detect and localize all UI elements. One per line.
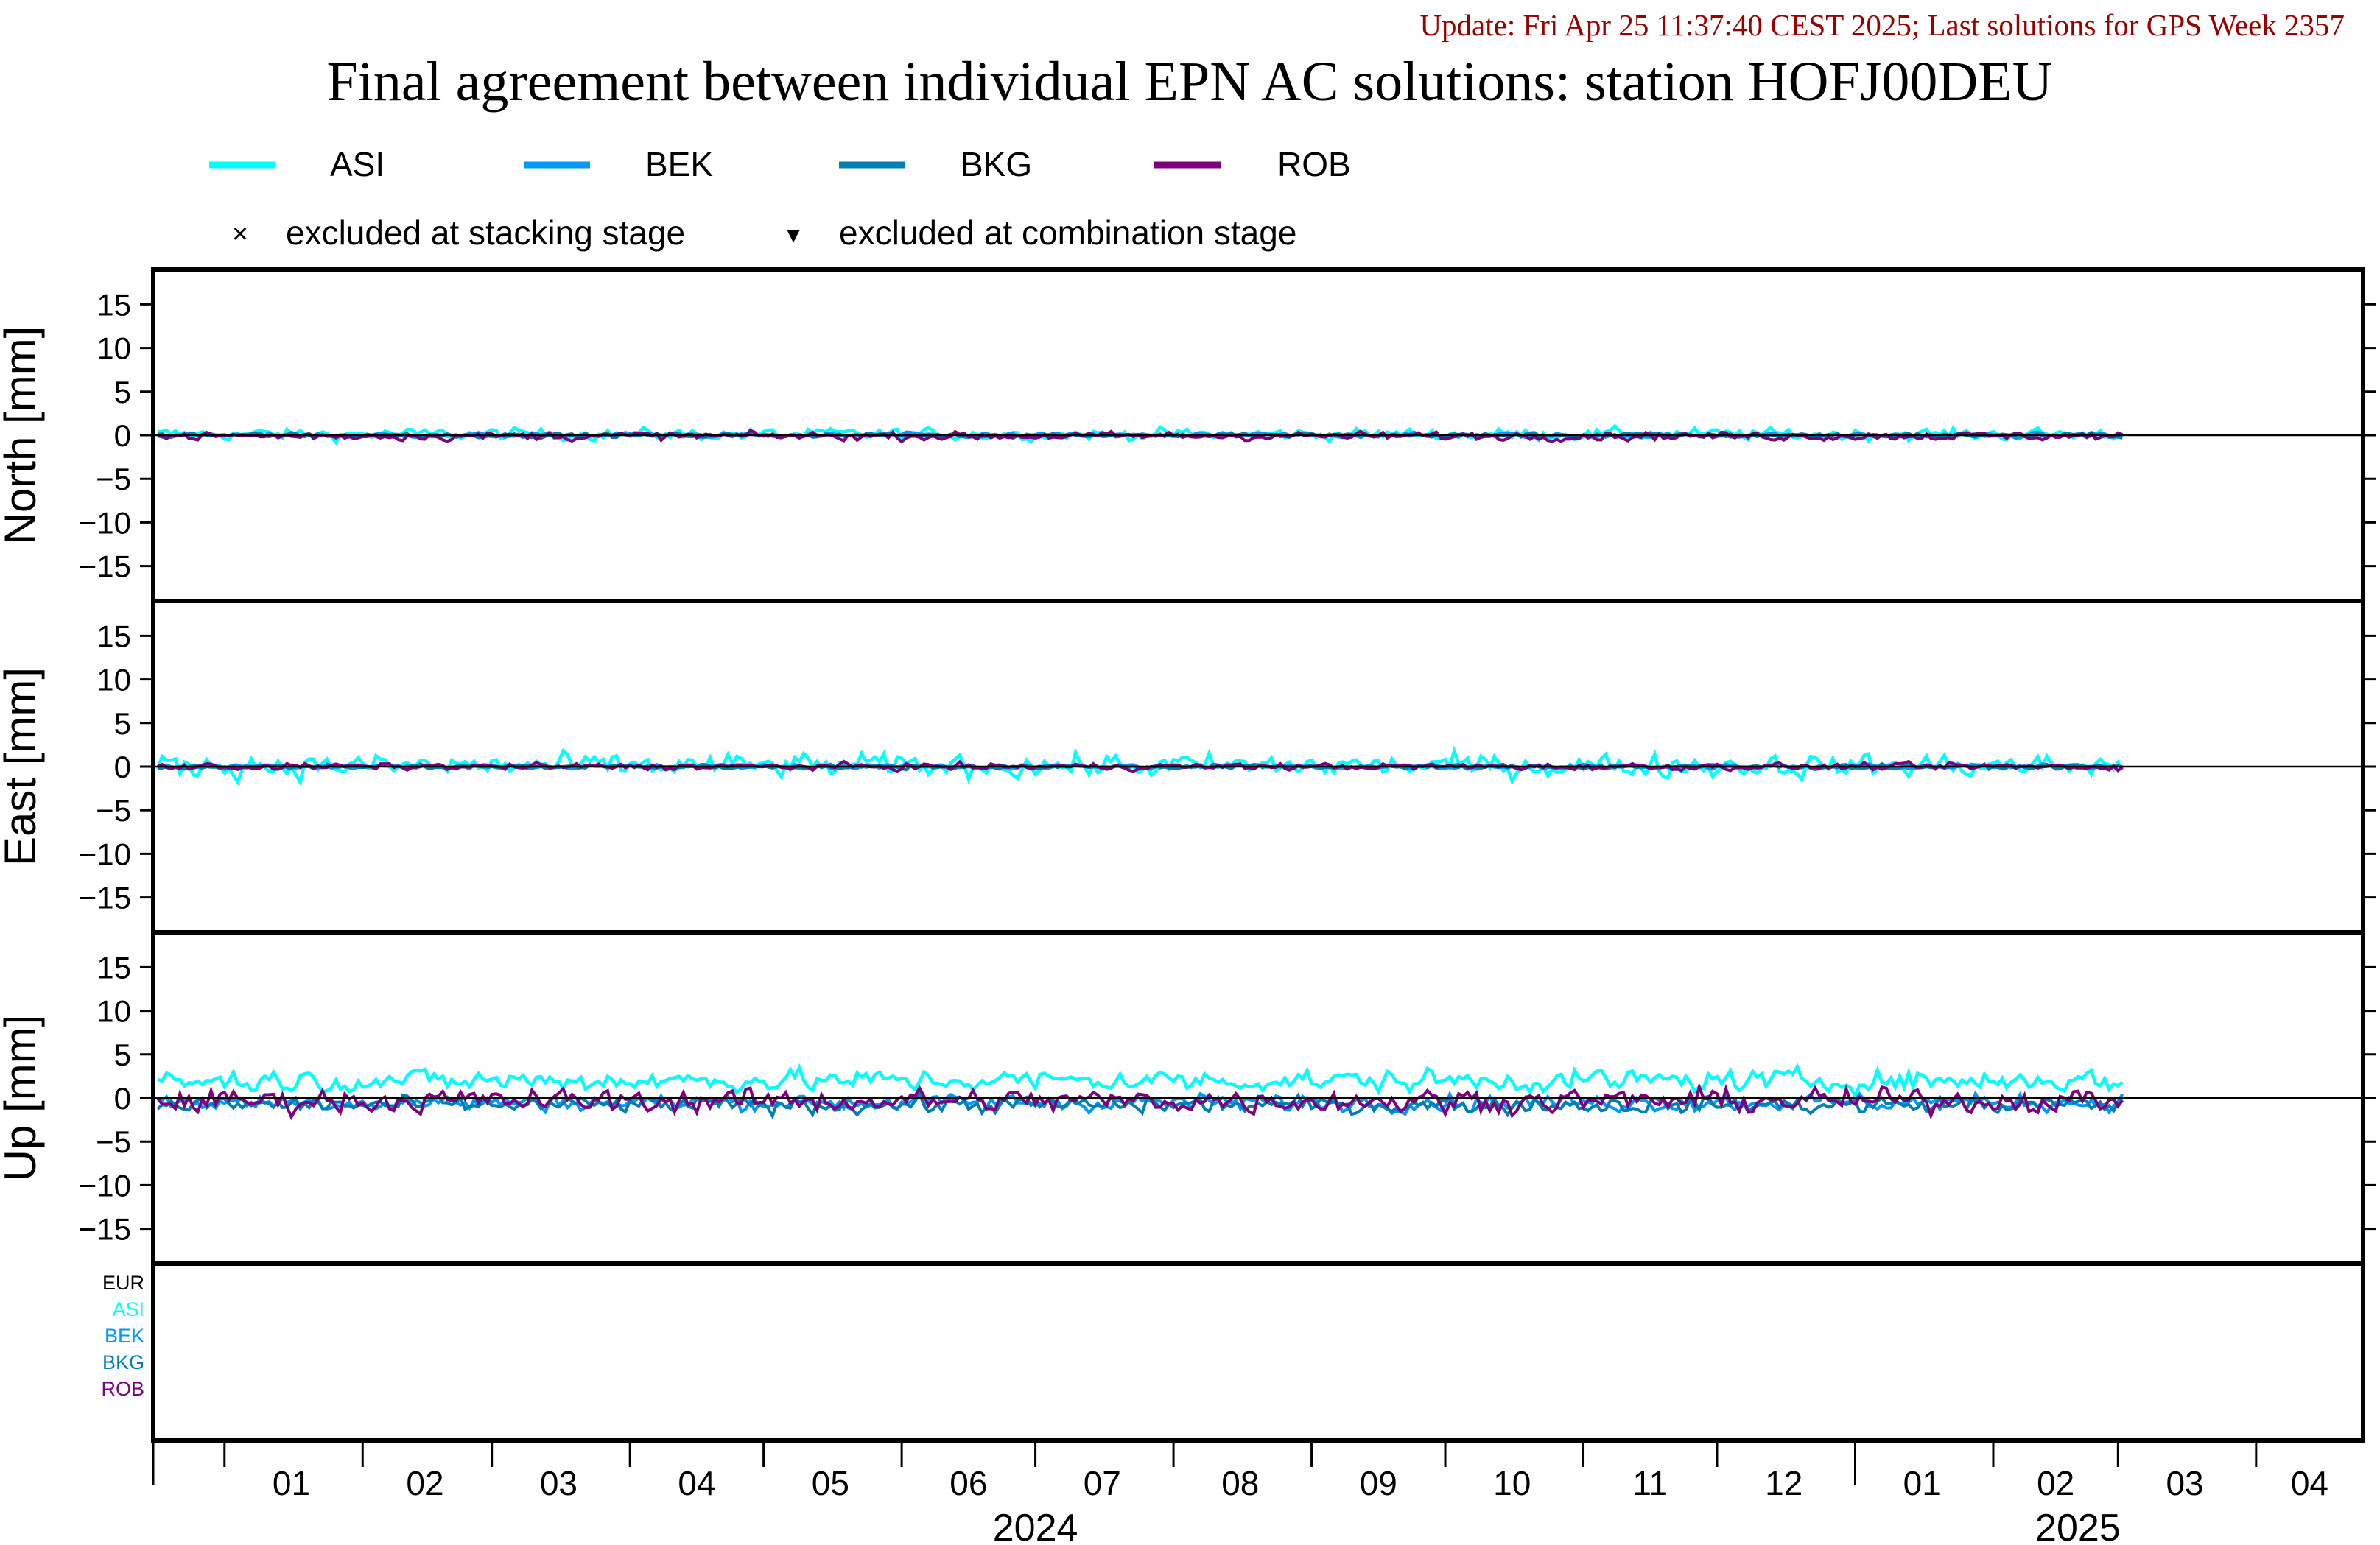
ac-label-bek: BEK — [105, 1325, 144, 1347]
legend-label-bkg: BKG — [961, 145, 1032, 183]
ytick-label-east: −15 — [79, 881, 131, 915]
ytick-label-east: 0 — [114, 750, 131, 784]
ytick-label-up: 15 — [96, 950, 131, 985]
month-label: 07 — [1084, 1464, 1121, 1502]
ytick-label-up: −10 — [79, 1168, 131, 1203]
ytick-label-north: 10 — [96, 331, 131, 366]
month-label: 08 — [1221, 1464, 1259, 1502]
series-rob-east — [157, 759, 2124, 773]
series-asi-up — [157, 1063, 2124, 1100]
month-label: 12 — [1765, 1464, 1802, 1502]
ylabel-east: East [mm] — [0, 667, 45, 866]
triangle-marker-icon: ▾ — [787, 221, 799, 249]
ytick-label-north: 5 — [114, 375, 131, 409]
cross-marker-icon: × — [232, 219, 248, 250]
legend: ASI BEK BKG ROB × excluded at stacking s… — [209, 145, 1351, 252]
ytick-label-up: 5 — [114, 1038, 131, 1072]
year-label: 2024 — [993, 1507, 1078, 1545]
month-label: 02 — [406, 1464, 443, 1502]
frame-ac-panel — [151, 1261, 2365, 1443]
ytick-label-up: −5 — [96, 1125, 131, 1159]
month-label: 03 — [540, 1464, 578, 1502]
legend-excluded-stacking: excluded at stacking stage — [286, 214, 685, 252]
legend-label-asi: ASI — [330, 145, 385, 183]
ytick-label-east: −5 — [96, 793, 131, 828]
month-label: 03 — [2166, 1464, 2203, 1502]
ytick-label-east: 10 — [96, 663, 131, 697]
ac-label-rob: ROB — [101, 1378, 144, 1400]
month-label: 02 — [2037, 1464, 2074, 1502]
update-text: Update: Fri Apr 25 11:37:40 CEST 2025; L… — [1419, 8, 2345, 42]
month-label: 05 — [812, 1464, 849, 1502]
month-label: 04 — [678, 1464, 715, 1502]
series-asi-east — [155, 745, 2124, 787]
panel-east: East [mm] −15 −10 −5 0 5 10 15 — [0, 599, 2376, 935]
month-label: 01 — [273, 1464, 310, 1502]
series-rob-up — [156, 1082, 2124, 1121]
ytick-label-north: −15 — [79, 549, 131, 584]
month-label: 06 — [949, 1464, 987, 1502]
ylabel-up: Up [mm] — [0, 1015, 45, 1182]
panel-up: Up [mm] −15 −10 −5 0 5 10 15 — [0, 930, 2376, 1266]
ylabel-north: North [mm] — [0, 326, 45, 545]
panels: North [mm] −15 −10 −5 0 5 10 15 East [mm] −15 −10 −… — [0, 267, 2376, 1443]
ytick-label-north: −10 — [79, 505, 131, 540]
panel-north: North [mm] −15 −10 −5 0 5 10 15 — [0, 267, 2376, 603]
chart-title: Final agreement between individual EPN A… — [326, 51, 2052, 113]
ytick-label-north: 15 — [96, 287, 131, 322]
ytick-label-east: −10 — [79, 837, 131, 871]
ac-label-eur: EUR — [102, 1272, 144, 1294]
ytick-label-east: 15 — [96, 619, 131, 653]
legend-excluded-combination: excluded at combination stage — [839, 214, 1296, 252]
month-label: 09 — [1360, 1464, 1397, 1502]
ytick-label-up: −15 — [79, 1212, 131, 1247]
legend-label-rob: ROB — [1277, 145, 1351, 183]
ytick-label-north: 0 — [114, 418, 131, 453]
ytick-label-up: 10 — [96, 994, 131, 1029]
ac-label-asi: ASI — [112, 1298, 144, 1320]
month-label: 04 — [2291, 1464, 2328, 1502]
ytick-label-north: −5 — [96, 462, 131, 496]
year-label: 2025 — [2035, 1507, 2121, 1545]
ac-label-bkg: BKG — [102, 1351, 144, 1373]
legend-label-bek: BEK — [645, 145, 713, 183]
month-label: 10 — [1493, 1464, 1531, 1502]
ytick-label-east: 5 — [114, 706, 131, 741]
ac-list: EUR ASI BEK BKG ROB — [101, 1272, 144, 1400]
month-label: 11 — [1632, 1464, 1668, 1502]
ytick-label-up: 0 — [114, 1081, 131, 1116]
month-label: 01 — [1903, 1464, 1941, 1502]
x-axis: 01 02 03 04 05 06 07 08 09 10 11 12 01 02 03 04 2024 2025 — [152, 1440, 2328, 1545]
